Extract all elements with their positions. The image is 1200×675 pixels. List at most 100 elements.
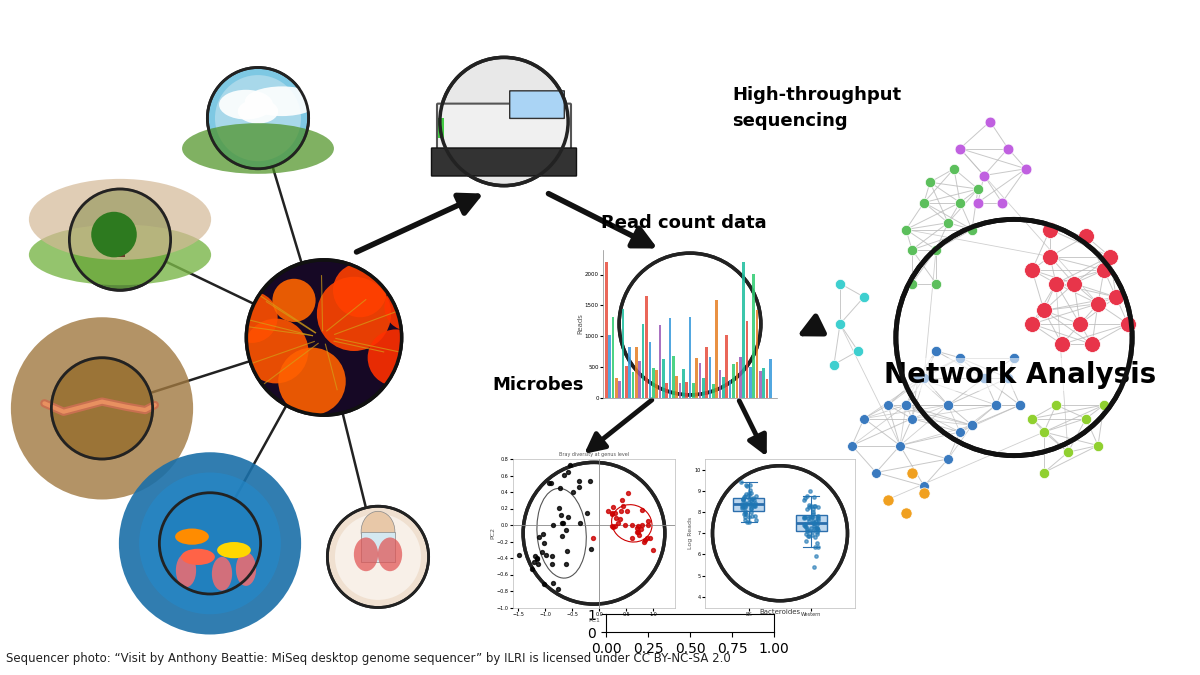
- Point: [798, 512, 817, 523]
- Point: [737, 508, 756, 519]
- Point: [640, 533, 659, 543]
- Point: [732, 501, 751, 512]
- Point: [926, 346, 946, 356]
- Point: [745, 497, 764, 508]
- Point: [632, 519, 652, 530]
- Point: [742, 494, 761, 505]
- Point: [799, 502, 818, 512]
- Ellipse shape: [11, 317, 193, 500]
- Point: [734, 493, 754, 504]
- Point: [737, 488, 756, 499]
- Point: [806, 551, 826, 562]
- Point: [998, 143, 1018, 154]
- Bar: [739, 356, 742, 398]
- Point: [742, 495, 761, 506]
- Ellipse shape: [212, 557, 232, 591]
- Point: [746, 514, 766, 525]
- Point: [914, 373, 934, 383]
- Point: [830, 319, 850, 329]
- Point: [914, 481, 934, 491]
- Point: [733, 494, 752, 505]
- Point: [736, 490, 755, 501]
- Bar: [676, 376, 678, 398]
- Point: [804, 521, 823, 532]
- Bar: [728, 380, 732, 398]
- Point: [560, 459, 580, 470]
- Point: [548, 502, 568, 513]
- Point: [739, 489, 758, 500]
- Point: [809, 502, 828, 512]
- Point: [803, 511, 822, 522]
- Point: [602, 508, 622, 519]
- Point: [638, 520, 658, 531]
- Point: [1046, 278, 1066, 289]
- Circle shape: [246, 260, 402, 415]
- Point: [809, 541, 828, 552]
- Point: [902, 467, 922, 478]
- Ellipse shape: [238, 99, 278, 124]
- Point: [542, 551, 562, 562]
- Circle shape: [713, 466, 847, 601]
- Point: [1040, 251, 1060, 262]
- Bar: [689, 317, 691, 398]
- Point: [739, 511, 758, 522]
- Bar: [736, 362, 738, 398]
- Point: [796, 512, 815, 522]
- Point: [528, 554, 547, 564]
- Bar: [638, 360, 641, 398]
- Point: [854, 413, 874, 424]
- Point: [794, 511, 814, 522]
- Point: [1106, 292, 1126, 302]
- Point: [824, 359, 844, 370]
- Point: [533, 529, 552, 539]
- Point: [926, 278, 946, 289]
- Circle shape: [367, 329, 425, 386]
- Point: [803, 504, 822, 514]
- Point: [1034, 305, 1054, 316]
- Point: [630, 529, 649, 540]
- Point: [744, 501, 763, 512]
- Ellipse shape: [29, 224, 211, 285]
- Bar: [668, 318, 671, 398]
- Point: [799, 531, 818, 541]
- Point: [802, 523, 821, 534]
- Bar: [635, 347, 638, 398]
- Point: [1082, 339, 1102, 350]
- Point: [629, 527, 648, 538]
- Ellipse shape: [119, 452, 301, 634]
- Point: [734, 492, 754, 503]
- Point: [738, 517, 757, 528]
- Point: [623, 533, 642, 543]
- Bar: [665, 383, 668, 398]
- Point: [968, 197, 988, 208]
- Point: [534, 538, 553, 549]
- Point: [848, 346, 868, 356]
- Point: [613, 501, 632, 512]
- Ellipse shape: [236, 552, 256, 586]
- Point: [974, 373, 994, 383]
- Point: [808, 510, 827, 521]
- Point: [950, 427, 970, 437]
- Circle shape: [70, 189, 170, 290]
- Point: [632, 504, 652, 515]
- Bar: [608, 335, 611, 398]
- Point: [1058, 447, 1078, 458]
- Point: [536, 549, 556, 560]
- Point: [797, 521, 816, 532]
- Point: [1034, 427, 1054, 437]
- Point: [736, 502, 755, 513]
- Point: [557, 546, 576, 557]
- Circle shape: [328, 506, 428, 608]
- Point: [938, 454, 958, 464]
- Ellipse shape: [181, 549, 215, 565]
- Point: [736, 512, 755, 522]
- Text: Sequencer photo: “Visit by Anthony Beattie: MiSeq desktop genome sequencer” by I: Sequencer photo: “Visit by Anthony Beatt…: [6, 652, 731, 665]
- Text: Bacteroides: Bacteroides: [760, 609, 800, 615]
- Point: [602, 520, 622, 531]
- Point: [569, 476, 588, 487]
- Bar: [762, 368, 764, 398]
- Point: [938, 217, 958, 228]
- Bar: [612, 317, 614, 398]
- FancyBboxPatch shape: [361, 532, 395, 562]
- Bar: [756, 310, 758, 398]
